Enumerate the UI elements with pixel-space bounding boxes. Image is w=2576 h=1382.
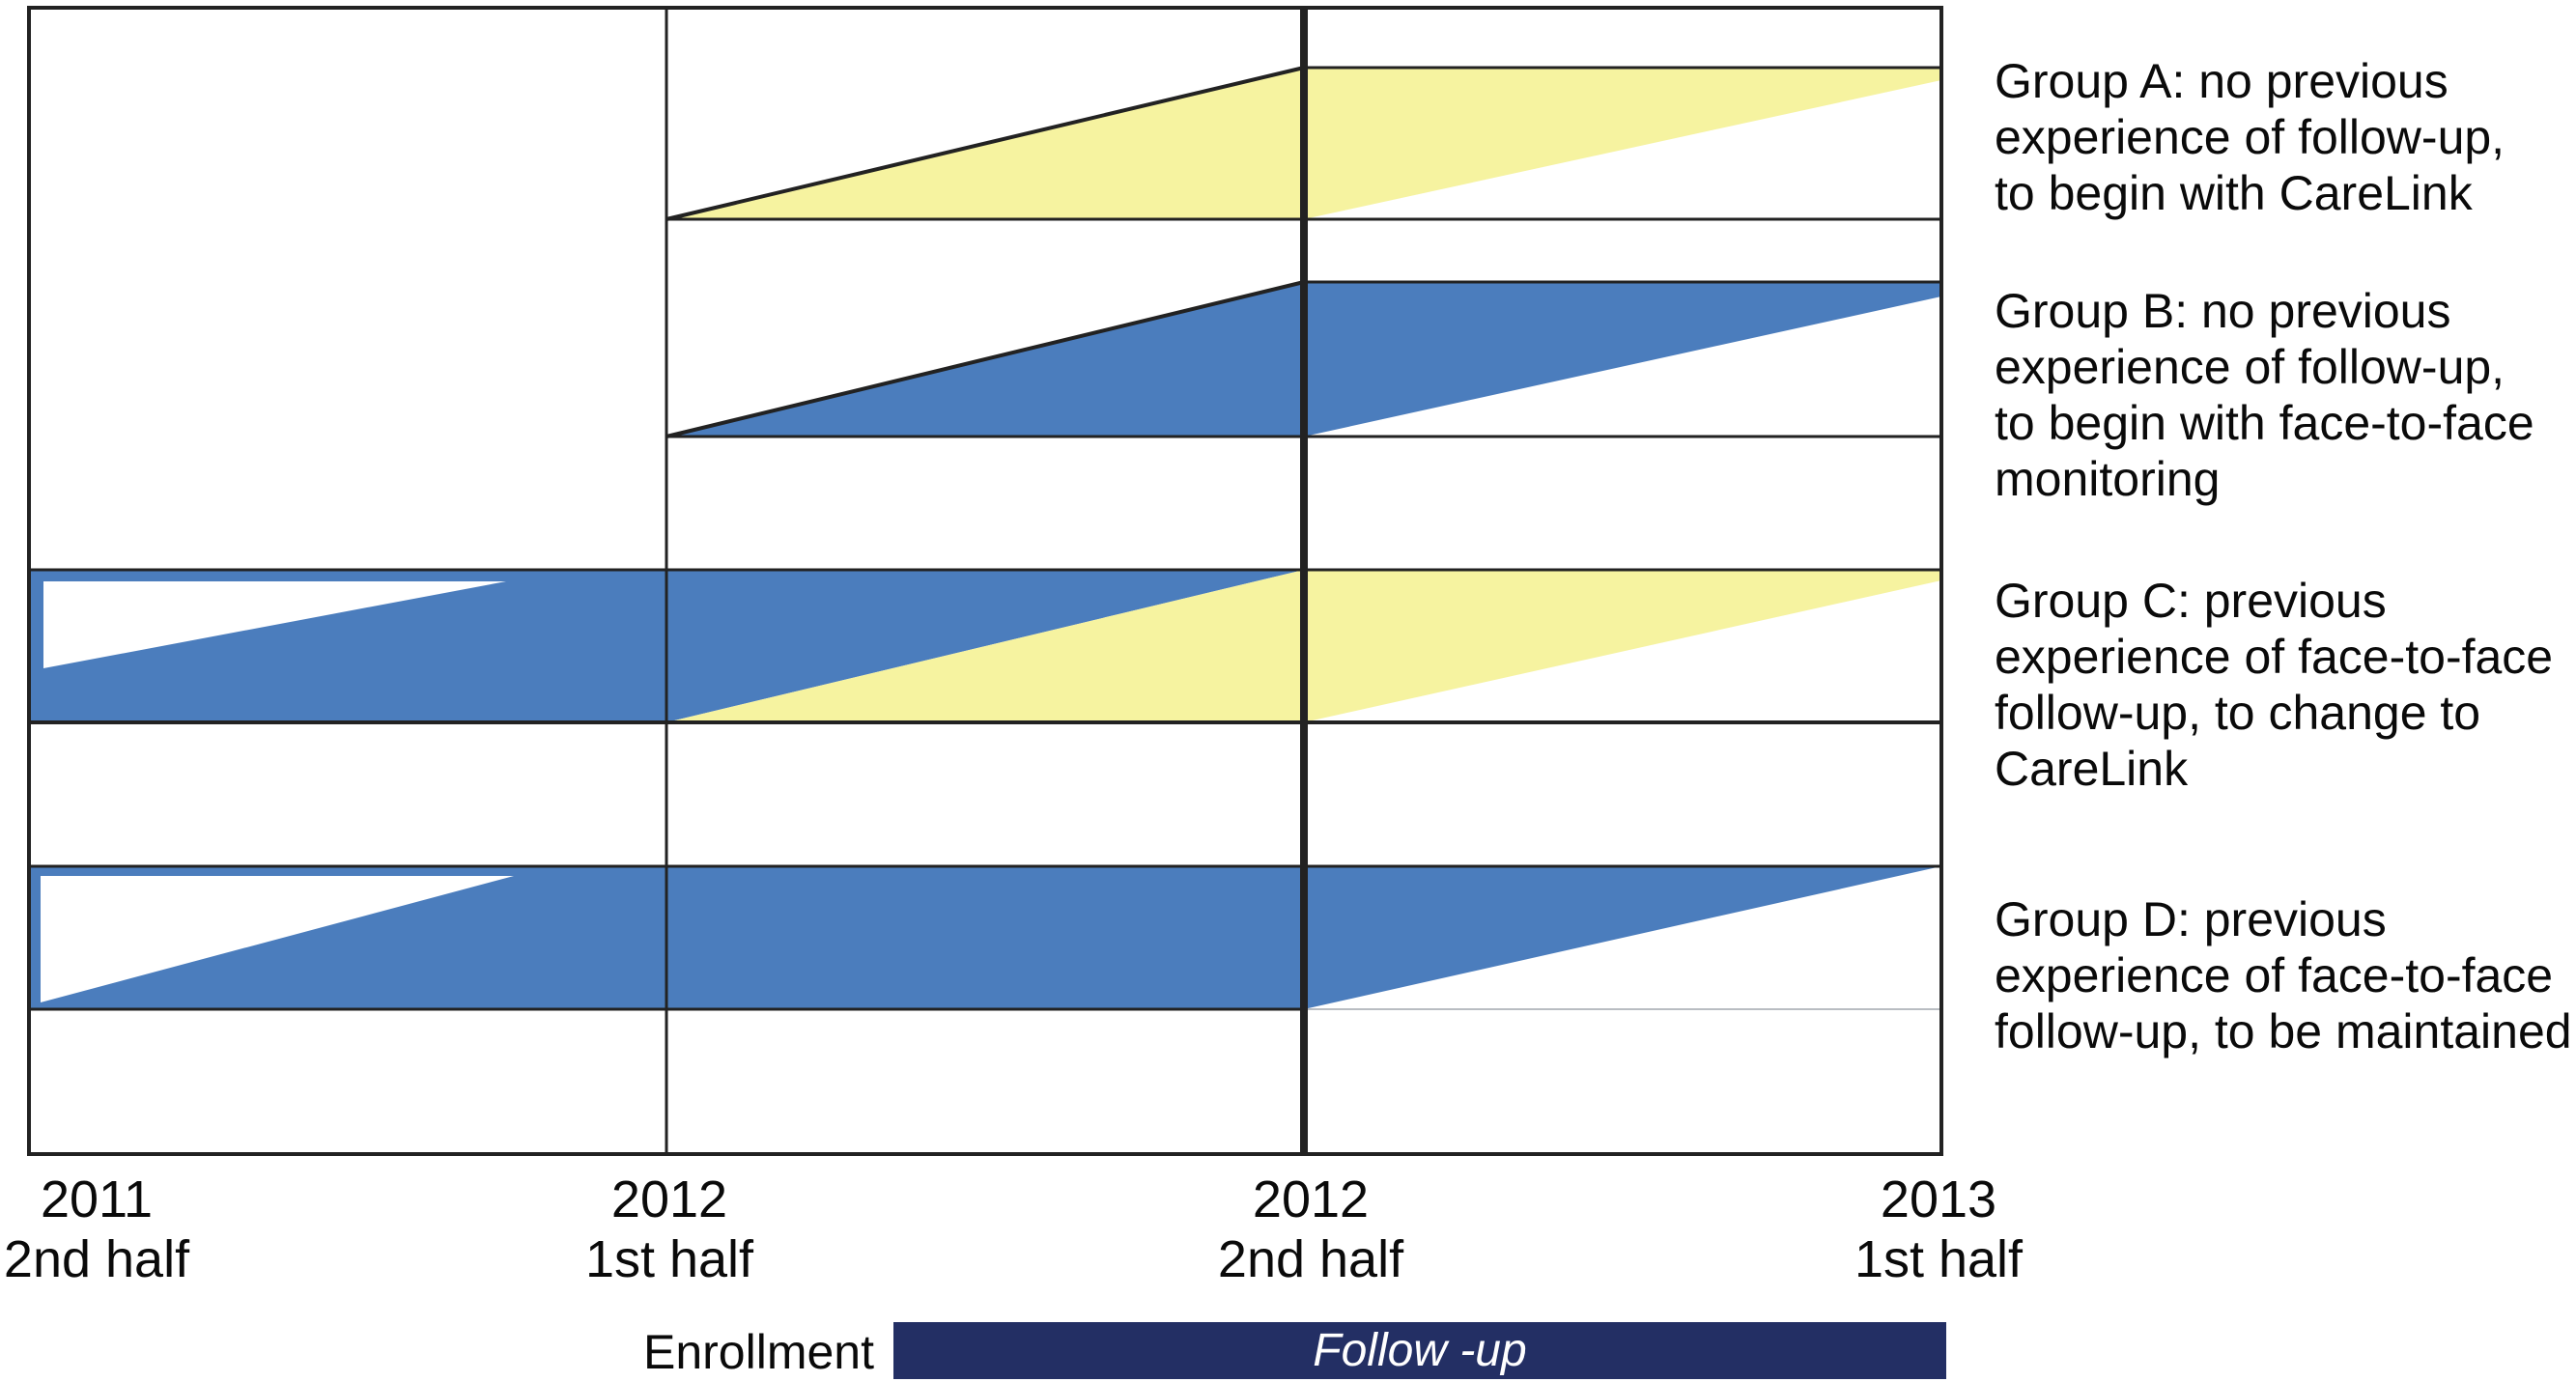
group-a-description: Group A: no previous experience of follo… — [1995, 53, 2574, 221]
label-line: Group D: previous — [1995, 892, 2387, 946]
follow-up-label: Follow -up — [1313, 1325, 1527, 1376]
group-a-enrollment-diagonal — [665, 66, 1305, 221]
label-line: to begin with CareLink — [1995, 166, 2473, 220]
label-line: to begin with face-to-face — [1995, 396, 2534, 450]
tick-2012b-year: 2012 — [1252, 1170, 1370, 1228]
follow-up-bar: Follow -up — [893, 1322, 1946, 1379]
tick-2013-year: 2013 — [1880, 1170, 1997, 1228]
group-d-description: Group D: previous experience of face-to-… — [1995, 891, 2574, 1059]
tick-2012a-year: 2012 — [610, 1170, 728, 1228]
tick-2012a-half: 1st half — [584, 1230, 754, 1288]
label-line: monitoring — [1995, 452, 2221, 506]
plot-border — [27, 6, 1943, 1156]
label-line: experience of face-to-face — [1995, 630, 2554, 684]
label-line: follow-up, to be maintained — [1995, 1004, 2572, 1058]
label-line: Group A: no previous — [1995, 54, 2449, 108]
label-line: Group C: previous — [1995, 574, 2387, 628]
label-line: follow-up, to change to — [1995, 686, 2481, 740]
group-c-description: Group C: previous experience of face-to-… — [1995, 573, 2574, 797]
label-line: experience of follow-up, — [1995, 110, 2505, 164]
group-c-white-notch — [43, 581, 506, 668]
group-d-white-notch — [41, 876, 514, 1002]
group-b-enrollment-diagonal — [665, 280, 1305, 438]
tick-2011-year: 2011 — [40, 1170, 154, 1228]
label-line: experience of face-to-face — [1995, 948, 2554, 1002]
tick-2013-half: 1st half — [1854, 1230, 2024, 1288]
group-d-face-to-face-shape — [29, 866, 1941, 1009]
label-line: Group B: no previous — [1995, 284, 2451, 338]
group-b-description: Group B: no previous experience of follo… — [1995, 283, 2574, 507]
tick-2012b-half: 2nd half — [1217, 1230, 1404, 1288]
enrollment-label: Enrollment — [643, 1325, 874, 1379]
tick-2011-half: 2nd half — [3, 1230, 190, 1288]
label-line: experience of follow-up, — [1995, 340, 2505, 394]
label-line: CareLink — [1995, 742, 2189, 796]
